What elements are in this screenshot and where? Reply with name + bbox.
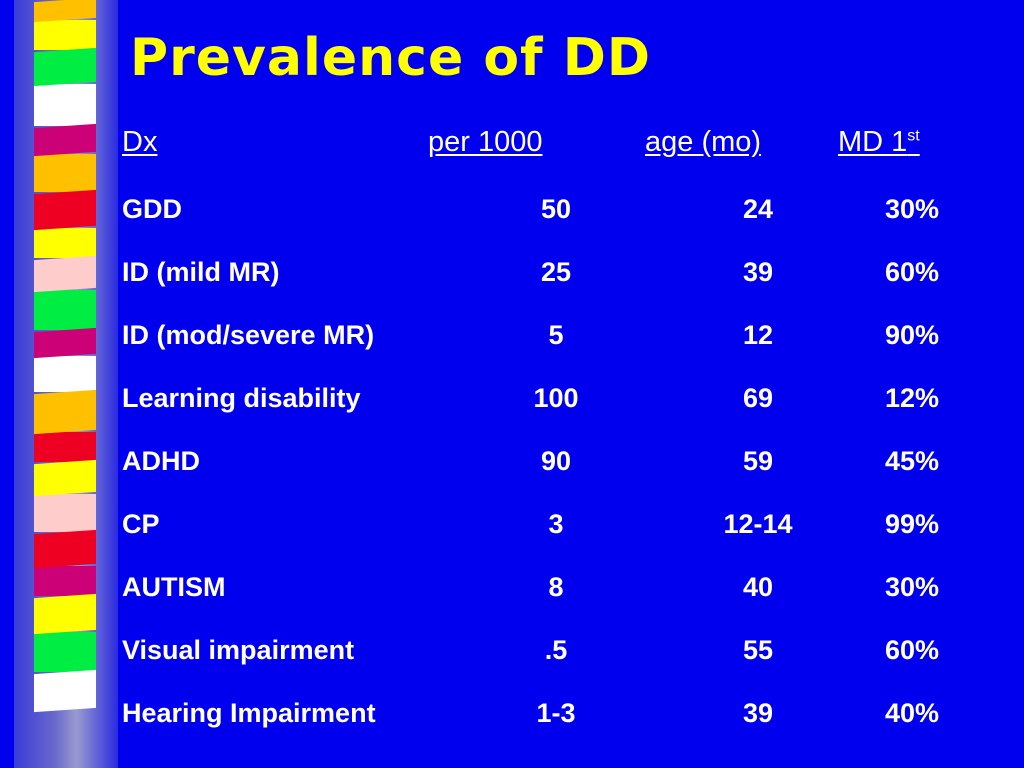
table-cell-md: 60% [884,257,940,287]
table-cell-md: 99% [884,509,940,539]
table-cell-per1000: 100 [533,383,579,413]
table-cell-dx: Visual impairment [122,635,355,665]
ribbon-stripe [34,593,96,635]
ribbon-stripe [34,47,96,87]
table-cell-md: 45% [884,446,940,476]
ribbon-stripe [34,189,96,231]
table-cell-md: 60% [884,635,940,665]
ribbon-stripe [34,432,96,462]
header-md-superscript: st [907,127,920,145]
table-cell-per1000: 25 [540,257,572,287]
table-cell-per1000: 1-3 [536,698,576,728]
table-cell-md: 40% [884,698,940,728]
ribbon-stripe [34,459,96,497]
table-cell-per1000: 90 [540,446,572,476]
table-cell-dx: ID (mod/severe MR) [122,320,375,350]
table-cell-dx: Learning disability [122,383,361,413]
ribbon-stripe [34,389,96,435]
ribbon-stripe [34,566,96,596]
table-cell-age: 69 [742,383,774,413]
ribbon-stripe [34,84,96,126]
ribbon-stripe [34,255,96,293]
table-cell-age: 39 [742,698,774,728]
table-cell-per1000: .5 [544,635,568,665]
table-cell-per1000: 50 [540,194,572,224]
table-cell-age: 39 [742,257,774,287]
header-md-label: MD 1 [838,126,908,158]
ribbon-stripe [34,327,96,359]
table-cell-age: 55 [742,635,774,665]
table-cell-dx: Hearing Impairment [122,698,376,728]
table-cell-md: 30% [884,194,940,224]
table-cell-dx: GDD [122,194,182,224]
ribbon-stripe [34,669,96,713]
table-cell-dx: ID (mild MR) [122,257,280,287]
ribbon-stripe [34,0,96,23]
table-cell-dx: CP [122,509,160,539]
table-cell-age: 24 [742,194,774,224]
ribbon-stripe [34,356,96,392]
slide-title: Prevalence of DD [130,28,652,88]
ribbon-stripe [34,123,96,157]
table-cell-md: 12% [884,383,940,413]
table-cell-dx: AUTISM [122,572,226,602]
table-cell-md: 30% [884,572,940,602]
ribbon-stripe [34,632,96,672]
table-cell-age: 12-14 [723,509,793,539]
table-cell-per1000: 8 [548,572,564,602]
ribbon-stripe [34,228,96,258]
table-cell-md: 90% [884,320,940,350]
table-cell-per1000: 3 [548,509,564,539]
ribbon-stripe [34,290,96,330]
header-per-1000: per 1000 [428,126,543,158]
header-md-first: MD 1st [838,126,920,159]
table-cell-dx: ADHD [122,446,200,476]
ribbon-stripe [34,20,96,50]
table-cell-per1000: 5 [548,320,564,350]
table-cell-age: 59 [742,446,774,476]
ribbon-stripe [34,154,96,192]
ribbon-stripe [34,494,96,532]
header-age-mo: age (mo) [645,126,762,158]
ribbon-stripe [34,529,96,569]
table-cell-age: 12 [742,320,774,350]
header-dx: Dx [122,126,158,158]
decorative-ribbon [34,0,96,768]
table-cell-age: 40 [742,572,774,602]
